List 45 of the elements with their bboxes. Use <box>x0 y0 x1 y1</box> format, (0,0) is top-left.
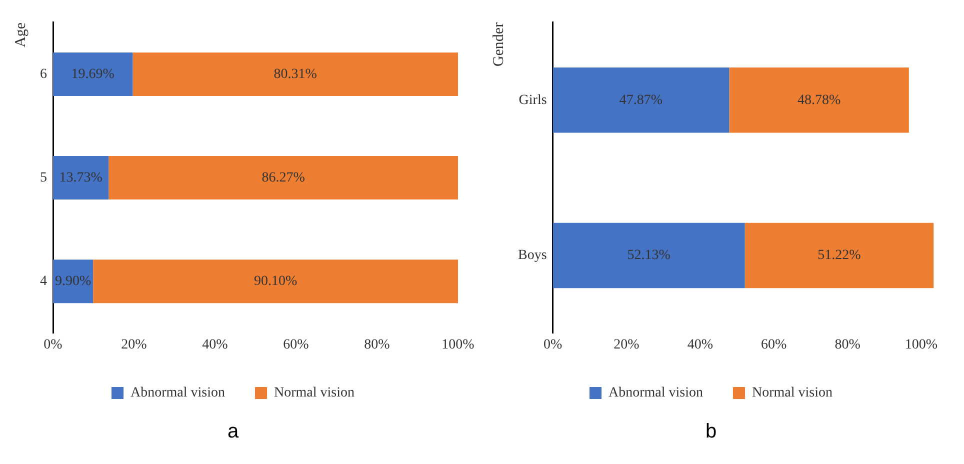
legend-label: Normal vision <box>752 386 832 401</box>
x-tick-label: 20% <box>614 337 640 352</box>
data-label: 48.78% <box>797 92 841 108</box>
y-axis-title: Gender <box>490 22 507 67</box>
bar <box>552 222 745 288</box>
x-tick-label: 100% <box>904 337 938 352</box>
data-label: 19.69% <box>71 66 115 82</box>
legend-label: Abnormal vision <box>130 386 226 401</box>
data-label: 9.90% <box>54 274 92 290</box>
data-label: 52.13% <box>627 248 671 264</box>
y-tick-label: 6 <box>40 66 47 82</box>
bar <box>744 222 934 288</box>
data-label: 90.10% <box>254 274 298 290</box>
x-tick-label: 0% <box>543 337 562 352</box>
bar <box>93 260 458 304</box>
y-axis-title: Age <box>12 22 29 48</box>
x-tick-label: 60% <box>283 337 310 352</box>
data-label: 51.22% <box>818 248 862 264</box>
y-tick-label: Boys <box>518 248 547 264</box>
legend-label: Abnormal vision <box>608 386 704 401</box>
x-tick-label: 80% <box>364 337 390 352</box>
x-tick-label: 100% <box>442 337 475 352</box>
bar <box>552 67 730 133</box>
bar <box>53 52 133 96</box>
x-tick-label: 40% <box>202 337 228 352</box>
y-tick-label: 4 <box>40 274 47 290</box>
y-tick-label: 5 <box>40 170 47 186</box>
text: b <box>705 420 717 443</box>
text: a <box>227 420 240 443</box>
bar <box>108 156 458 200</box>
data-label: 86.27% <box>262 170 306 186</box>
x-tick-label: 20% <box>121 337 148 352</box>
x-tick-label: 80% <box>834 337 861 352</box>
legend-label: Normal vision <box>274 386 354 401</box>
x-tick-label: 0% <box>44 337 63 352</box>
bar <box>729 67 909 133</box>
bar <box>132 52 458 96</box>
x-tick-label: 40% <box>687 337 714 352</box>
bar <box>53 260 94 304</box>
bar <box>53 156 109 200</box>
y-tick-label: Girls <box>518 92 547 108</box>
x-tick-label: 60% <box>761 337 788 352</box>
data-label: 47.87% <box>619 92 663 108</box>
data-label: 80.31% <box>274 66 318 82</box>
data-label: 13.73% <box>59 170 103 186</box>
